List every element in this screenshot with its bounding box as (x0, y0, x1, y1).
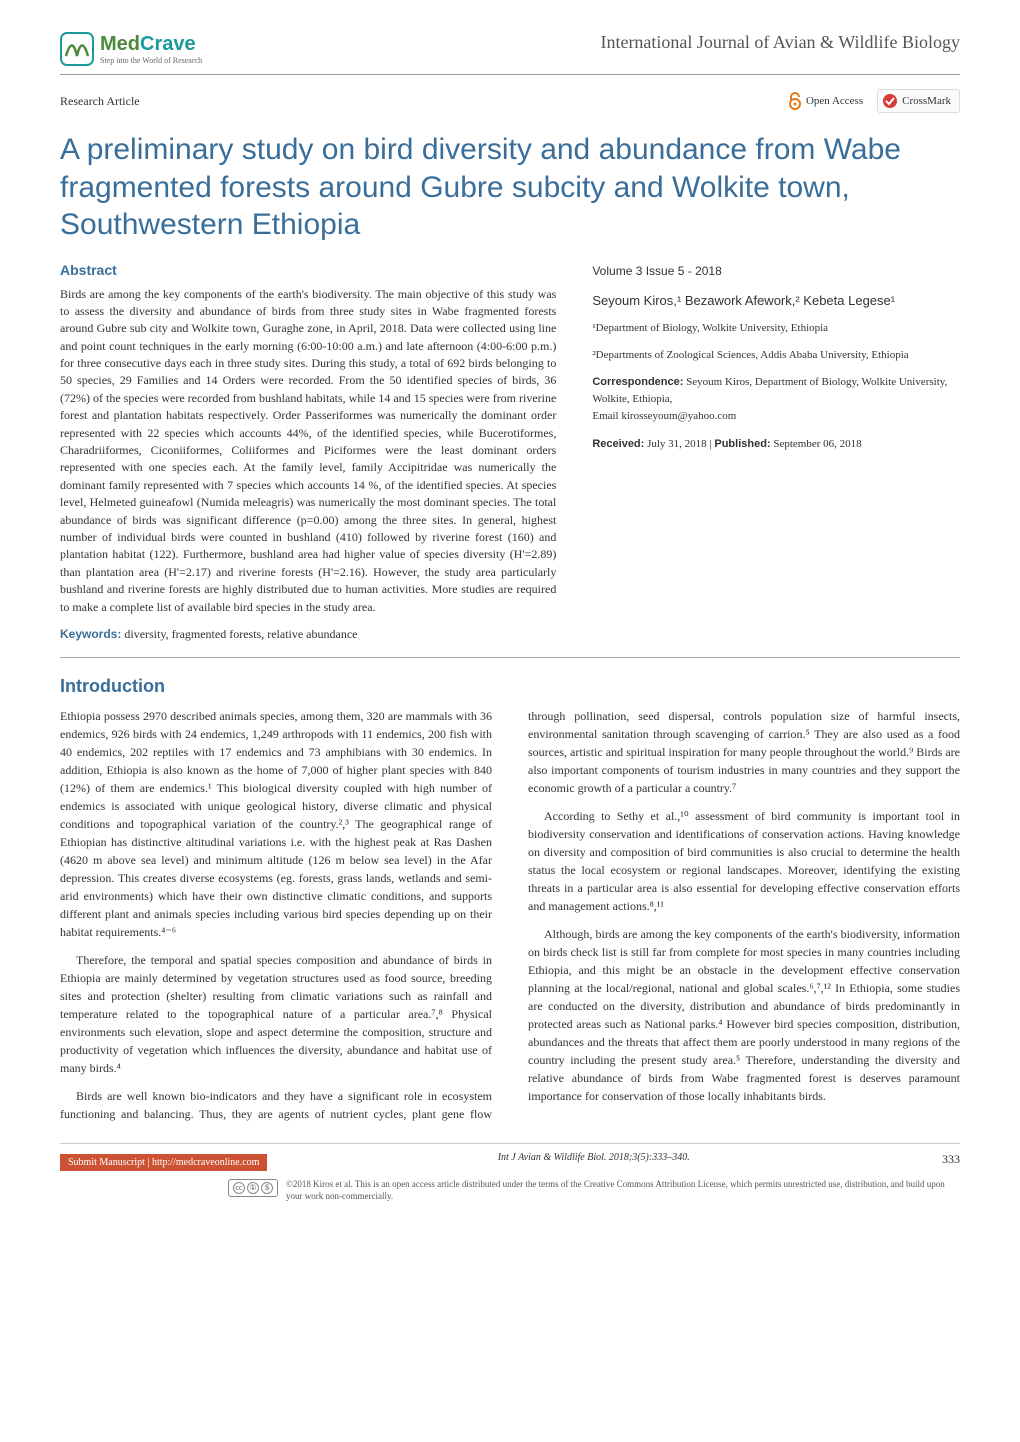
abstract-column: Abstract Birds are among the key compone… (60, 262, 556, 644)
abstract-meta-row: Abstract Birds are among the key compone… (60, 262, 960, 644)
open-access-icon (788, 92, 802, 110)
intro-paragraph: Although, birds are among the key compon… (528, 925, 960, 1105)
page-container: MedCrave Step into the World of Research… (0, 0, 1020, 1243)
submit-label: Submit Manuscript (68, 1157, 145, 1168)
dates-block: Received: July 31, 2018 | Published: Sep… (592, 436, 960, 453)
license-row: cc ① $ ©2018 Kiros et al. This is an ope… (60, 1179, 960, 1202)
received-date: July 31, 2018 (647, 438, 707, 450)
keywords-value: diversity, fragmented forests, relative … (124, 627, 357, 641)
cc-license-badge: cc ① $ (228, 1179, 278, 1197)
logo-text-block: MedCrave Step into the World of Research (100, 33, 202, 65)
article-title: A preliminary study on bird diversity an… (60, 131, 960, 244)
metadata-column: Volume 3 Issue 5 - 2018 Seyoum Kiros,¹ B… (592, 262, 960, 644)
keywords-label: Keywords: (60, 627, 121, 641)
crossmark-label: CrossMark (902, 95, 951, 107)
abstract-text: Birds are among the key components of th… (60, 286, 556, 616)
journal-name: International Journal of Avian & Wildlif… (600, 32, 960, 53)
logo-brand-text: Crave (140, 33, 196, 55)
intro-paragraph: Therefore, the temporal and spatial spec… (60, 951, 492, 1077)
cc-nc-icon: $ (261, 1182, 273, 1194)
page-number: 333 (920, 1152, 960, 1167)
open-access-badge: Open Access (788, 92, 863, 110)
published-label: Published: (714, 438, 770, 450)
correspondence-label: Correspondence: (592, 376, 683, 388)
cc-by-icon: ① (247, 1182, 259, 1194)
footer-citation: Int J Avian & Wildlife Biol. 2018;3(5):3… (267, 1152, 920, 1163)
submit-manuscript-badge[interactable]: Submit Manuscript | http://medcraveonlin… (60, 1154, 267, 1171)
section-divider (60, 657, 960, 658)
correspondence-block: Correspondence: Seyoum Kiros, Department… (592, 374, 960, 425)
authors-line: Seyoum Kiros,¹ Bezawork Afework,² Kebeta… (592, 292, 960, 310)
article-type-label: Research Article (60, 94, 140, 109)
cc-icon: cc (233, 1182, 245, 1194)
affiliation-2: ²Departments of Zoological Sciences, Add… (592, 347, 960, 364)
medcrave-logo-icon (60, 32, 94, 66)
correspondence-email-label: Email (592, 410, 618, 422)
intro-paragraph: Ethiopia possess 2970 described animals … (60, 707, 492, 941)
affiliation-1: ¹Department of Biology, Wolkite Universi… (592, 320, 960, 337)
submit-url: http://medcraveonline.com (152, 1157, 259, 1168)
open-access-label: Open Access (806, 95, 863, 107)
license-text: ©2018 Kiros et al. This is an open acces… (286, 1179, 960, 1202)
publisher-logo: MedCrave Step into the World of Research (60, 32, 202, 66)
published-date: September 06, 2018 (773, 438, 861, 450)
volume-issue: Volume 3 Issue 5 - 2018 (592, 262, 960, 281)
correspondence-email: kirosseyoum@yahoo.com (621, 410, 736, 422)
intro-paragraph: According to Sethy et al.,¹⁰ assessment … (528, 807, 960, 915)
header-bar: MedCrave Step into the World of Research… (60, 32, 960, 75)
footer-left: Submit Manuscript | http://medcraveonlin… (60, 1152, 267, 1171)
badges-group: Open Access CrossMark (788, 89, 960, 113)
abstract-heading: Abstract (60, 262, 556, 278)
keywords-line: Keywords: diversity, fragmented forests,… (60, 626, 556, 643)
crossmark-icon (882, 93, 898, 109)
received-label: Received: (592, 438, 644, 450)
crossmark-badge[interactable]: CrossMark (877, 89, 960, 113)
article-type-row: Research Article Open Access CrossMark (60, 89, 960, 113)
introduction-body: Ethiopia possess 2970 described animals … (60, 707, 960, 1123)
logo-tagline: Step into the World of Research (100, 56, 202, 65)
page-footer: Submit Manuscript | http://medcraveonlin… (60, 1143, 960, 1171)
introduction-heading: Introduction (60, 676, 960, 697)
